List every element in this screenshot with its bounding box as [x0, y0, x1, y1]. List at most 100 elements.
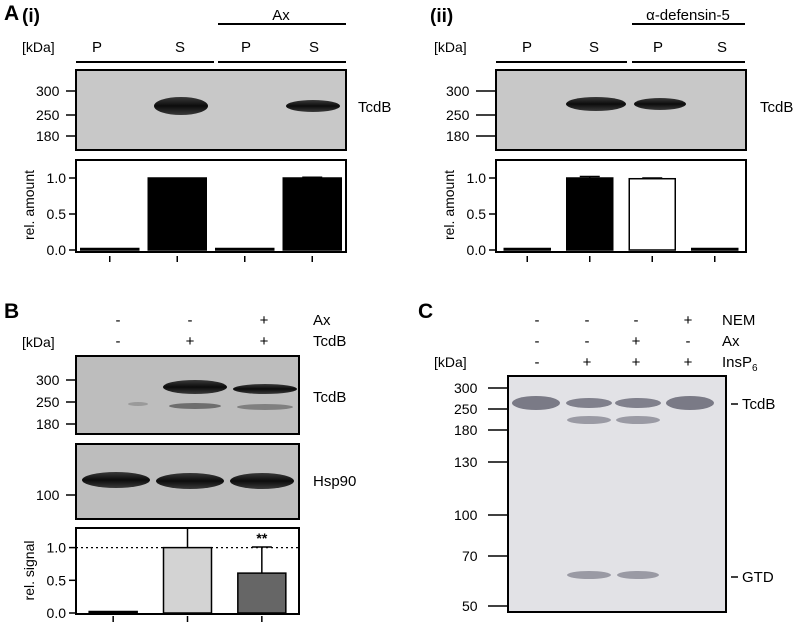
kda-label: [kDa]	[22, 39, 55, 55]
panel-a-letter: A	[4, 2, 19, 25]
mw-marker: 50	[462, 598, 478, 614]
tcdb-band	[512, 396, 560, 410]
y-axis-label: rel. amount	[21, 170, 37, 240]
band-label: TcdB	[313, 389, 346, 406]
western-blot	[495, 69, 747, 151]
panel-c-letter: C	[418, 300, 433, 323]
tcdb-band	[286, 100, 340, 112]
condition-mark: -	[585, 333, 590, 350]
faint-band	[128, 402, 148, 406]
mw-marker: 250	[446, 107, 470, 123]
bar	[628, 177, 676, 251]
bar	[691, 247, 739, 251]
tcdb-band	[233, 384, 297, 394]
tcdb-fragment-band	[237, 404, 293, 410]
condition-mark: +	[260, 312, 269, 329]
hsp90-band	[82, 472, 150, 488]
y-axis-label: rel. amount	[441, 170, 457, 240]
panel-c: C - - - + NEM - - + - Ax [kDa] - + + + I…	[418, 300, 775, 614]
lane-label: P	[241, 39, 251, 56]
hsp90-band	[230, 473, 294, 489]
mw-marker: 130	[454, 454, 478, 470]
y-tick-label: 1.0	[47, 170, 67, 186]
y-tick-label: 0.5	[47, 206, 67, 222]
tcdb-band	[566, 97, 626, 111]
y-tick-label: 0.0	[47, 605, 67, 621]
coomassie-gel	[507, 375, 727, 613]
hsp90-band	[156, 473, 224, 489]
significance-annotation: **	[256, 530, 267, 546]
condition-mark: -	[535, 354, 540, 371]
y-tick-label: 0.0	[467, 242, 487, 258]
defensin-group-label: α-defensin-5	[646, 7, 730, 24]
band-label: TcdB	[358, 99, 391, 116]
mw-marker: 180	[36, 128, 60, 144]
mw-marker: 250	[36, 107, 60, 123]
bar	[162, 546, 213, 614]
bar	[80, 247, 140, 251]
lane-label: S	[589, 39, 599, 56]
mw-marker: 300	[36, 83, 60, 99]
condition-mark: +	[260, 333, 269, 350]
condition-mark: -	[535, 333, 540, 350]
ax-group-label: Ax	[272, 7, 290, 24]
bar	[282, 177, 342, 251]
y-tick-label: 1.0	[467, 170, 487, 186]
mw-marker: 100	[36, 487, 60, 503]
y-tick-label: 0.5	[467, 206, 487, 222]
bar	[503, 247, 551, 251]
condition-name: Ax	[722, 333, 740, 350]
condition-mark: +	[684, 354, 693, 371]
panel-a-i-label: (i)	[22, 6, 40, 27]
y-tick-label: 0.5	[47, 572, 67, 588]
kda-label: [kDa]	[434, 354, 467, 370]
mw-marker: 250	[36, 394, 60, 410]
band-label: GTD	[742, 569, 774, 586]
lane-label: P	[653, 39, 663, 56]
condition-mark: -	[634, 312, 639, 329]
mw-marker: 180	[36, 416, 60, 432]
condition-mark: -	[686, 333, 691, 350]
panel-b: B - - + Ax [kDa] - + + TcdB 300 250 180 …	[4, 300, 356, 622]
condition-mark: -	[535, 312, 540, 329]
condition-name: Ax	[313, 312, 331, 329]
kda-label: [kDa]	[434, 39, 467, 55]
condition-mark: +	[186, 333, 195, 350]
bar-chart-b: 0.0 0.5 1.0 rel. signal **	[21, 527, 299, 622]
bar-chart-a-ii: 0.0 0.5 1.0 rel. amount	[441, 170, 739, 262]
condition-name: NEM	[722, 312, 755, 329]
mw-marker: 300	[454, 380, 478, 396]
y-tick-label: 1.0	[47, 540, 67, 556]
panel-a-ii: (ii) α-defensin-5 [kDa] P S P S 300 250 …	[430, 6, 793, 262]
cleaved-band	[616, 416, 660, 424]
lane-label: P	[522, 39, 532, 56]
tcdb-band	[634, 98, 686, 110]
bar	[237, 572, 287, 614]
tcdb-band	[666, 396, 714, 410]
condition-mark: +	[684, 312, 693, 329]
mw-marker: 70	[462, 548, 478, 564]
band-label: Hsp90	[313, 473, 356, 490]
condition-name: InsP6	[722, 354, 758, 374]
mw-marker: 180	[454, 422, 478, 438]
condition-mark: -	[188, 312, 193, 329]
cleaved-band	[567, 416, 611, 424]
condition-mark: +	[583, 354, 592, 371]
condition-name: TcdB	[313, 333, 346, 350]
tcdb-band	[154, 97, 208, 115]
lane-label: S	[175, 39, 185, 56]
condition-mark: +	[632, 333, 641, 350]
panel-a-ii-label: (ii)	[430, 6, 453, 27]
condition-mark: -	[116, 333, 121, 350]
tcdb-band	[163, 380, 227, 394]
tcdb-band	[615, 398, 661, 408]
lane-label: S	[717, 39, 727, 56]
bar	[147, 177, 207, 251]
condition-mark: -	[585, 312, 590, 329]
bar-chart-frame	[495, 159, 747, 253]
mw-marker: 300	[446, 83, 470, 99]
mw-marker: 180	[446, 128, 470, 144]
tcdb-band	[566, 398, 612, 408]
y-axis-label: rel. signal	[21, 541, 37, 601]
